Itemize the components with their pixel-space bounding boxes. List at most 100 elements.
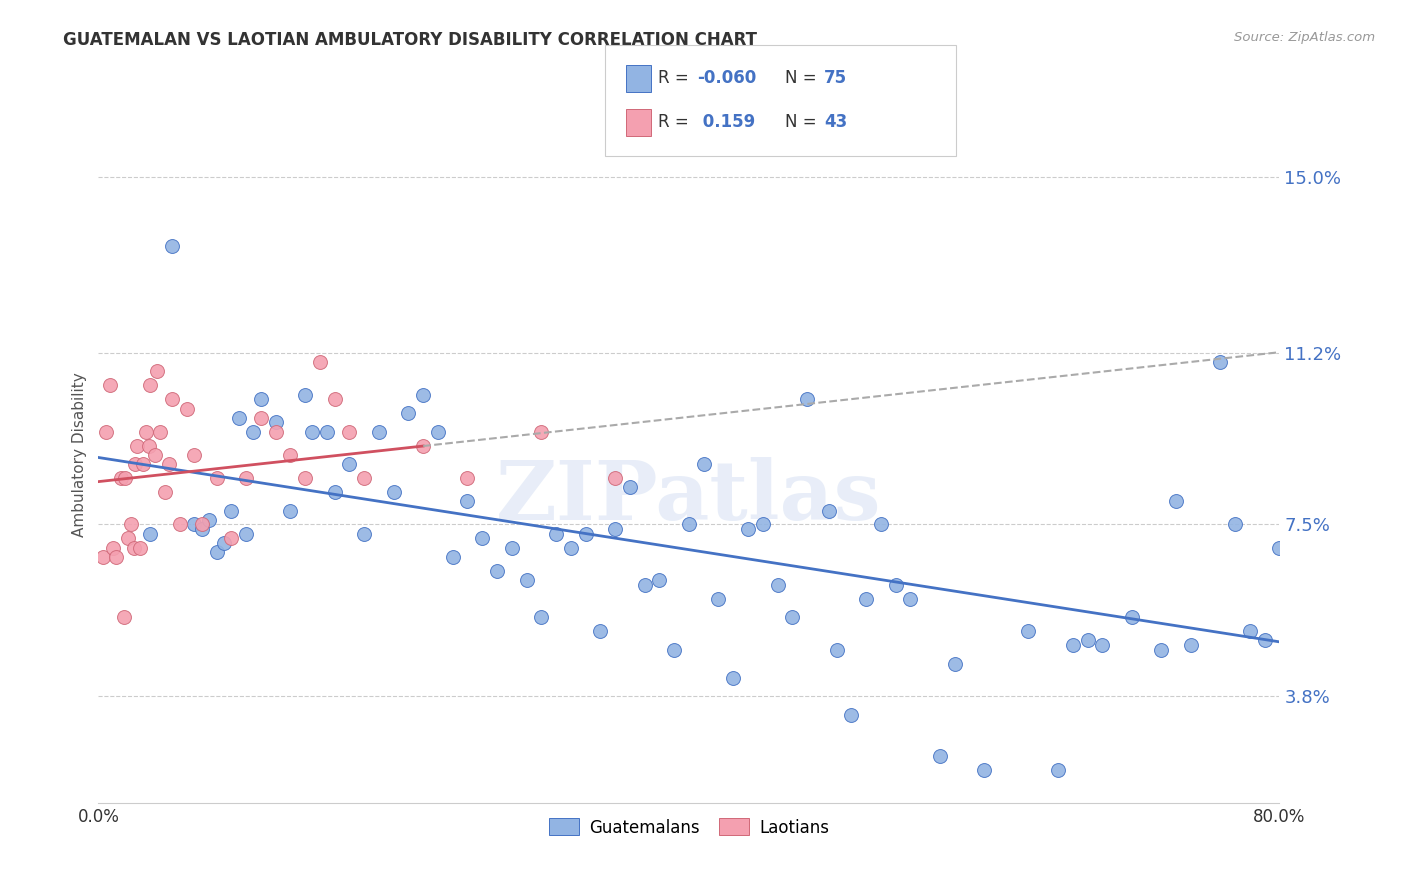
Point xyxy=(841,707,863,722)
Legend: Guatemalans, Laotians: Guatemalans, Laotians xyxy=(541,812,837,843)
Point xyxy=(412,439,434,453)
Point xyxy=(825,642,848,657)
Point xyxy=(339,457,361,471)
Point xyxy=(146,364,169,378)
Text: 43: 43 xyxy=(824,113,848,131)
Text: N =: N = xyxy=(785,113,821,131)
Point xyxy=(943,657,966,671)
Point xyxy=(183,517,205,532)
Point xyxy=(1150,642,1173,657)
Point xyxy=(149,425,172,439)
Point xyxy=(546,526,568,541)
Point xyxy=(264,425,287,439)
Point xyxy=(1121,610,1143,624)
Point xyxy=(153,485,176,500)
Point xyxy=(250,392,273,407)
Point xyxy=(242,425,264,439)
Point xyxy=(353,471,375,485)
Point xyxy=(280,448,302,462)
Point xyxy=(1239,624,1261,639)
Point xyxy=(1047,764,1070,778)
Point xyxy=(280,503,302,517)
Point xyxy=(471,532,494,546)
Point xyxy=(501,541,523,555)
Point xyxy=(228,410,250,425)
Point xyxy=(368,425,391,439)
Point xyxy=(157,457,180,471)
Point xyxy=(855,591,877,606)
Point xyxy=(112,610,135,624)
Point xyxy=(94,425,117,439)
Point xyxy=(382,485,405,500)
Point xyxy=(530,425,553,439)
Point xyxy=(530,610,553,624)
Point xyxy=(205,545,228,559)
Point xyxy=(191,522,214,536)
Point xyxy=(412,387,434,401)
Point xyxy=(114,471,136,485)
Point xyxy=(678,517,700,532)
Point xyxy=(605,522,627,536)
Point xyxy=(250,410,273,425)
Point xyxy=(634,578,657,592)
Point xyxy=(120,517,142,532)
Point xyxy=(103,541,125,555)
Point xyxy=(139,378,162,392)
Point xyxy=(486,564,509,578)
Point xyxy=(752,517,775,532)
Point xyxy=(560,541,582,555)
Point xyxy=(457,471,479,485)
Point xyxy=(191,517,214,532)
Text: Source: ZipAtlas.com: Source: ZipAtlas.com xyxy=(1234,31,1375,45)
Point xyxy=(122,541,145,555)
Point xyxy=(973,764,995,778)
Text: -0.060: -0.060 xyxy=(697,70,756,87)
Text: 75: 75 xyxy=(824,70,846,87)
Point xyxy=(323,485,346,500)
Point xyxy=(235,471,257,485)
Point xyxy=(323,392,346,407)
Point xyxy=(105,549,128,564)
Point xyxy=(138,439,160,453)
Text: N =: N = xyxy=(785,70,821,87)
Point xyxy=(205,471,228,485)
Point xyxy=(693,457,716,471)
Point xyxy=(221,532,243,546)
Point xyxy=(294,471,316,485)
Point xyxy=(110,471,132,485)
Point xyxy=(1268,541,1291,555)
Point xyxy=(264,416,287,430)
Point xyxy=(1091,638,1114,652)
Point xyxy=(1275,549,1298,564)
Point xyxy=(1018,624,1040,639)
Point xyxy=(427,425,450,439)
Point xyxy=(664,642,686,657)
Point xyxy=(782,610,804,624)
Point xyxy=(162,239,183,253)
Point xyxy=(1209,355,1232,369)
Point xyxy=(457,494,479,508)
Point xyxy=(1254,633,1277,648)
Point xyxy=(132,457,155,471)
Point xyxy=(309,355,332,369)
Point xyxy=(139,526,162,541)
Text: ZIPatlas: ZIPatlas xyxy=(496,457,882,537)
Point xyxy=(575,526,598,541)
Point xyxy=(294,387,316,401)
Point xyxy=(301,425,323,439)
Point xyxy=(1166,494,1188,508)
Point xyxy=(589,624,612,639)
Point xyxy=(91,549,114,564)
Point xyxy=(796,392,818,407)
Point xyxy=(1225,517,1247,532)
Point xyxy=(128,541,150,555)
Point xyxy=(198,513,221,527)
Point xyxy=(162,392,183,407)
Point xyxy=(619,480,641,494)
Point xyxy=(398,406,420,420)
Point xyxy=(117,532,139,546)
Point xyxy=(929,749,952,764)
Point xyxy=(737,522,759,536)
Point xyxy=(707,591,730,606)
Y-axis label: Ambulatory Disability: Ambulatory Disability xyxy=(72,373,87,537)
